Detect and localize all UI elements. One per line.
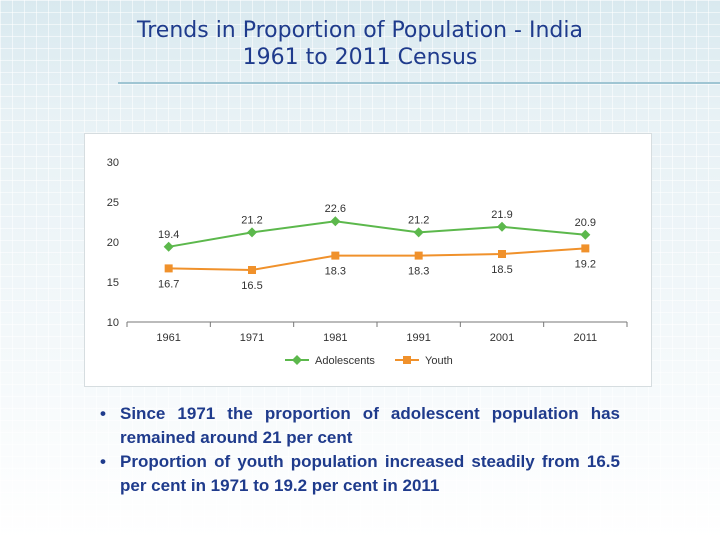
legend-marker-diamond xyxy=(292,355,302,365)
data-label: 21.2 xyxy=(408,214,429,226)
data-point-square xyxy=(164,264,173,273)
y-tick-label: 30 xyxy=(107,157,119,169)
legend-marker-square xyxy=(403,356,411,364)
x-tick-label: 1961 xyxy=(156,332,180,344)
data-label: 18.5 xyxy=(491,264,512,276)
chart-panel: 10 15 20 25 30 1961 1971 1981 1991 2001 2011 19.4 2… xyxy=(84,133,652,387)
chart-series: 19.4 21.2 22.6 21.2 21.9 20.9 16.7 16.5 18.3 18.3… xyxy=(158,203,596,292)
x-tick-label: 1981 xyxy=(323,332,347,344)
data-point-square xyxy=(248,266,256,274)
data-label: 21.9 xyxy=(491,209,512,221)
y-tick-label: 25 xyxy=(107,197,119,209)
x-tick-label: 1971 xyxy=(240,332,264,344)
data-point-diamond xyxy=(413,227,424,238)
title-divider xyxy=(118,82,720,84)
data-point-diamond xyxy=(247,227,257,238)
data-point-diamond xyxy=(497,221,507,232)
legend-label: Youth xyxy=(425,355,453,367)
bullet-item: • Proportion of youth population increas… xyxy=(100,450,620,498)
chart-legend: Adolescents Youth xyxy=(285,355,453,367)
data-point-diamond xyxy=(163,241,174,252)
data-point-square xyxy=(331,251,340,260)
x-tick-label: 2011 xyxy=(574,332,598,344)
data-label: 19.2 xyxy=(575,258,596,270)
series-line-adolescents xyxy=(168,220,586,248)
data-label: 18.3 xyxy=(408,266,429,278)
data-label: 16.5 xyxy=(241,280,262,292)
y-tick-label: 20 xyxy=(107,237,119,249)
slide-title: Trends in Proportion of Population - Ind… xyxy=(60,17,660,71)
title-line-2: 1961 to 2011 Census xyxy=(242,45,478,70)
bullet-item: • Since 1971 the proportion of adolescen… xyxy=(100,402,620,450)
legend-label: Adolescents xyxy=(315,355,375,367)
bullet-list: • Since 1971 the proportion of adolescen… xyxy=(100,402,620,498)
chart-axes: 10 15 20 25 30 1961 1971 1981 1991 2001 2011 xyxy=(107,157,628,344)
bullet-dot: • xyxy=(100,452,106,471)
data-point-diamond xyxy=(580,229,591,240)
data-label: 20.9 xyxy=(575,217,596,229)
bullet-text-1: Since 1971 the proportion of adolescent … xyxy=(120,404,620,447)
data-point-square xyxy=(498,250,506,258)
bullet-dot: • xyxy=(100,404,106,423)
data-label: 21.2 xyxy=(241,214,262,226)
x-tick-label: 1991 xyxy=(406,332,430,344)
y-tick-label: 10 xyxy=(107,317,119,329)
line-chart: 10 15 20 25 30 1961 1971 1981 1991 2001 2011 19.4 2… xyxy=(107,157,628,367)
data-label: 22.6 xyxy=(325,203,346,215)
title-line-1: Trends in Proportion of Population - Ind… xyxy=(137,18,583,43)
data-point-diamond xyxy=(330,216,341,227)
bullet-text-2: Proportion of youth population increased… xyxy=(120,452,620,495)
data-label: 19.4 xyxy=(158,229,179,241)
y-tick-label: 15 xyxy=(107,277,119,289)
x-tick-label: 2001 xyxy=(490,332,514,344)
data-point-square xyxy=(414,251,423,260)
data-label: 16.7 xyxy=(158,278,179,290)
series-line-youth xyxy=(168,247,586,272)
data-point-square xyxy=(581,244,590,253)
data-label: 18.3 xyxy=(325,266,346,278)
